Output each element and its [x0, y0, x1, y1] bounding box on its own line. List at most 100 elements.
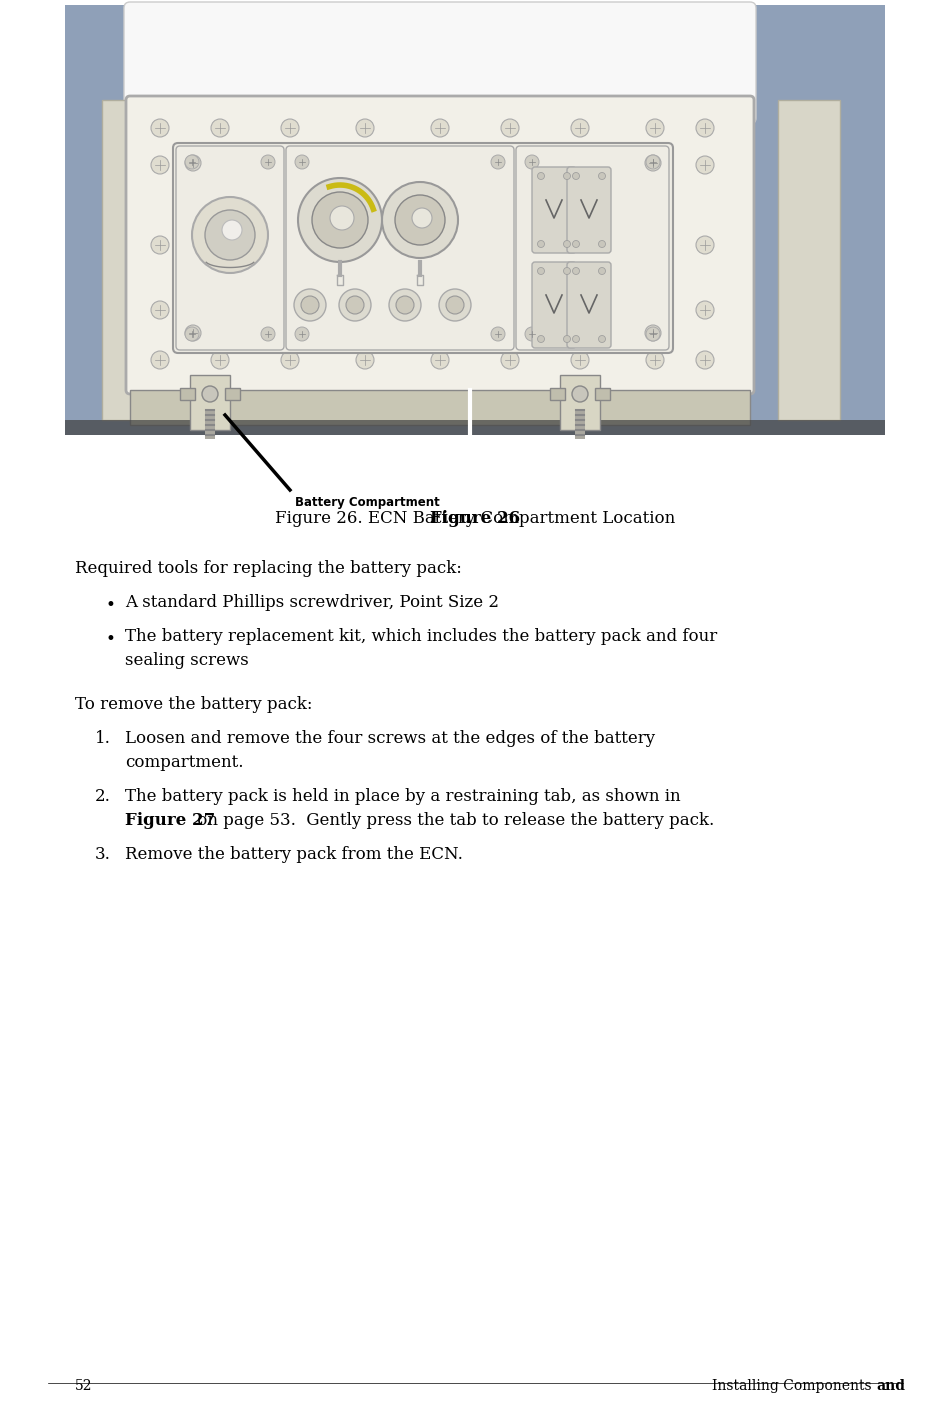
Circle shape: [598, 336, 606, 343]
Circle shape: [564, 172, 571, 179]
Circle shape: [564, 268, 571, 275]
Text: sealing screws: sealing screws: [125, 652, 249, 669]
Circle shape: [356, 351, 374, 369]
Bar: [205, 420, 215, 424]
Circle shape: [646, 327, 660, 342]
Circle shape: [598, 172, 606, 179]
Circle shape: [525, 327, 539, 342]
Bar: [225, 388, 240, 400]
Circle shape: [202, 386, 218, 403]
Text: Loosen and remove the four screws at the edges of the battery: Loosen and remove the four screws at the…: [125, 730, 655, 747]
Circle shape: [571, 351, 589, 369]
Circle shape: [537, 240, 545, 248]
Bar: [180, 388, 195, 400]
Circle shape: [537, 268, 545, 275]
Circle shape: [185, 155, 201, 171]
Bar: [575, 435, 585, 440]
Circle shape: [330, 206, 354, 231]
Circle shape: [696, 236, 714, 253]
Circle shape: [281, 120, 299, 137]
Circle shape: [346, 296, 364, 314]
Circle shape: [501, 120, 519, 137]
Bar: [205, 410, 215, 414]
Bar: [65, 420, 885, 435]
Bar: [575, 425, 585, 428]
Circle shape: [696, 302, 714, 319]
Bar: [205, 416, 215, 418]
Circle shape: [395, 195, 445, 245]
Circle shape: [339, 289, 371, 322]
Circle shape: [491, 155, 505, 169]
Circle shape: [192, 196, 268, 273]
Circle shape: [295, 155, 309, 169]
Circle shape: [525, 155, 539, 169]
Circle shape: [295, 327, 309, 342]
Circle shape: [301, 296, 319, 314]
Circle shape: [412, 208, 432, 228]
Circle shape: [646, 351, 664, 369]
Circle shape: [151, 120, 169, 137]
Circle shape: [382, 182, 458, 258]
Circle shape: [564, 336, 571, 343]
Circle shape: [261, 155, 275, 169]
Circle shape: [645, 155, 661, 171]
Text: Figure 27: Figure 27: [125, 813, 215, 830]
Circle shape: [185, 327, 199, 342]
Circle shape: [501, 351, 519, 369]
FancyBboxPatch shape: [173, 142, 673, 353]
Circle shape: [573, 336, 579, 343]
Circle shape: [696, 157, 714, 174]
Circle shape: [696, 351, 714, 369]
Text: A standard Phillips screwdriver, Point Size 2: A standard Phillips screwdriver, Point S…: [125, 593, 499, 610]
Text: 1.: 1.: [95, 730, 111, 747]
FancyBboxPatch shape: [567, 166, 611, 253]
Circle shape: [564, 240, 571, 248]
Circle shape: [431, 120, 449, 137]
Text: •: •: [105, 598, 115, 613]
Bar: [575, 430, 585, 434]
Circle shape: [537, 336, 545, 343]
Bar: [102, 100, 162, 420]
Circle shape: [537, 172, 545, 179]
Circle shape: [439, 289, 471, 322]
Circle shape: [211, 120, 229, 137]
Circle shape: [211, 351, 229, 369]
Bar: [205, 435, 215, 440]
Circle shape: [151, 157, 169, 174]
Circle shape: [281, 351, 299, 369]
Circle shape: [571, 120, 589, 137]
Circle shape: [446, 296, 464, 314]
Circle shape: [431, 351, 449, 369]
Text: and: and: [876, 1379, 905, 1393]
Circle shape: [491, 327, 505, 342]
Circle shape: [696, 120, 714, 137]
FancyBboxPatch shape: [567, 262, 611, 349]
Text: 2.: 2.: [95, 788, 111, 805]
FancyBboxPatch shape: [176, 147, 284, 350]
Bar: [595, 388, 610, 400]
Circle shape: [312, 192, 368, 248]
Text: 3.: 3.: [95, 847, 111, 862]
Text: The battery pack is held in place by a restraining tab, as shown in: The battery pack is held in place by a r…: [125, 788, 681, 805]
Circle shape: [598, 240, 606, 248]
Bar: [205, 430, 215, 434]
Circle shape: [151, 351, 169, 369]
Circle shape: [151, 236, 169, 253]
Text: Battery Compartment: Battery Compartment: [295, 497, 439, 509]
Bar: [65, 6, 885, 435]
Circle shape: [205, 211, 255, 260]
FancyBboxPatch shape: [286, 147, 514, 350]
Text: compartment.: compartment.: [125, 754, 243, 771]
Bar: [550, 388, 565, 400]
Text: 52: 52: [75, 1379, 92, 1393]
Circle shape: [356, 120, 374, 137]
Circle shape: [645, 324, 661, 342]
Bar: [560, 376, 600, 430]
Circle shape: [573, 268, 579, 275]
Text: The battery replacement kit, which includes the battery pack and four: The battery replacement kit, which inclu…: [125, 628, 717, 645]
Circle shape: [185, 155, 199, 169]
Circle shape: [646, 155, 660, 169]
Circle shape: [298, 178, 382, 262]
Text: Required tools for replacing the battery pack:: Required tools for replacing the battery…: [75, 561, 462, 576]
Circle shape: [151, 302, 169, 319]
